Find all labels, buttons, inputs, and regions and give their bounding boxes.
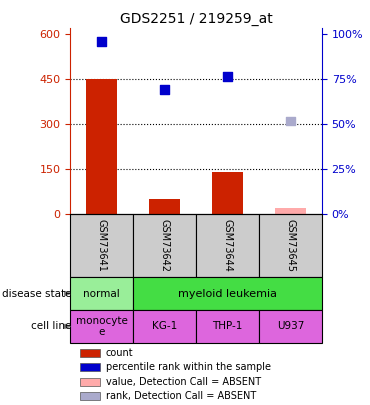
- Text: GSM73644: GSM73644: [222, 219, 233, 272]
- Bar: [80, 349, 100, 357]
- Point: [287, 118, 293, 124]
- Bar: [212, 172, 243, 213]
- Point: [162, 86, 168, 93]
- FancyBboxPatch shape: [70, 310, 133, 343]
- Text: THP-1: THP-1: [212, 321, 243, 331]
- FancyBboxPatch shape: [259, 213, 322, 277]
- Text: GSM73645: GSM73645: [285, 219, 296, 272]
- Text: percentile rank within the sample: percentile rank within the sample: [105, 362, 270, 372]
- Text: normal: normal: [83, 288, 120, 298]
- Bar: [275, 208, 306, 213]
- Bar: [80, 378, 100, 386]
- Text: myeloid leukemia: myeloid leukemia: [178, 288, 277, 298]
- FancyBboxPatch shape: [133, 310, 196, 343]
- Point: [225, 73, 231, 79]
- Bar: [80, 392, 100, 401]
- Text: GSM73641: GSM73641: [97, 219, 107, 272]
- Text: value, Detection Call = ABSENT: value, Detection Call = ABSENT: [105, 377, 260, 387]
- Bar: [149, 199, 181, 213]
- FancyBboxPatch shape: [70, 277, 133, 310]
- Text: GSM73642: GSM73642: [159, 219, 170, 272]
- Bar: [86, 79, 118, 213]
- Text: count: count: [105, 347, 133, 358]
- Text: KG-1: KG-1: [152, 321, 177, 331]
- Point: [99, 38, 105, 45]
- FancyBboxPatch shape: [133, 213, 196, 277]
- Text: rank, Detection Call = ABSENT: rank, Detection Call = ABSENT: [105, 391, 256, 401]
- Text: U937: U937: [277, 321, 304, 331]
- Polygon shape: [65, 292, 70, 296]
- FancyBboxPatch shape: [133, 277, 322, 310]
- FancyBboxPatch shape: [196, 213, 259, 277]
- Text: disease state: disease state: [2, 288, 71, 298]
- Polygon shape: [65, 324, 70, 328]
- Text: cell line: cell line: [31, 321, 71, 331]
- FancyBboxPatch shape: [259, 310, 322, 343]
- Title: GDS2251 / 219259_at: GDS2251 / 219259_at: [120, 12, 272, 26]
- Bar: [80, 363, 100, 371]
- Text: monocyte
e: monocyte e: [76, 315, 128, 337]
- FancyBboxPatch shape: [70, 213, 133, 277]
- FancyBboxPatch shape: [196, 310, 259, 343]
